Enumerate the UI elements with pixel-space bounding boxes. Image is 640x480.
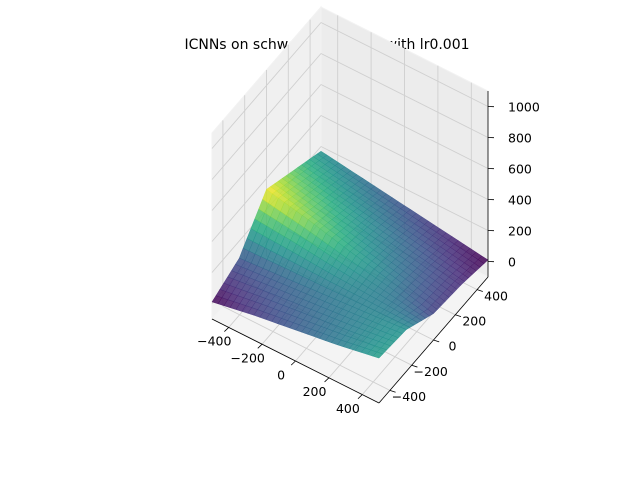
x-tick-label-mark bbox=[224, 327, 229, 332]
x-tick-label: 0 bbox=[277, 367, 285, 382]
grid-line-z bbox=[211, 53, 322, 180]
x-tick-label-mark bbox=[290, 360, 296, 366]
y-tick-label-mark bbox=[433, 339, 440, 343]
x-tick-label: −400 bbox=[197, 334, 231, 349]
grid-line-z bbox=[211, 22, 322, 149]
y-tick-label: 0 bbox=[449, 339, 457, 354]
grid-line-z bbox=[211, 115, 322, 242]
grid-line-z bbox=[320, 84, 489, 169]
y-tick-label-mark bbox=[455, 314, 462, 318]
y-tick-label: −400 bbox=[392, 389, 426, 404]
z-tick-label: 600 bbox=[508, 162, 532, 177]
z-tick-label: 400 bbox=[508, 193, 532, 208]
tick-labels: −400−2000200400−400−20002004000200400600… bbox=[197, 100, 540, 416]
y-tick-label-mark bbox=[476, 289, 483, 292]
y-tick-label-mark bbox=[411, 364, 418, 368]
y-tick-label: 200 bbox=[462, 314, 486, 329]
grid-line-z bbox=[320, 146, 489, 231]
x-tick-label-mark bbox=[357, 394, 363, 400]
x-tick-label-mark bbox=[324, 377, 330, 383]
surface-plot bbox=[211, 150, 489, 359]
z-tick-label: 800 bbox=[508, 131, 532, 146]
grid-line-z bbox=[211, 84, 322, 211]
axis-lines bbox=[211, 91, 495, 404]
y-tick-label: 400 bbox=[484, 288, 508, 303]
grid-line-z bbox=[320, 22, 489, 107]
y-tick-label-mark bbox=[389, 390, 396, 393]
z-tick-label: 0 bbox=[508, 255, 516, 270]
y-tick-label: −200 bbox=[414, 364, 448, 379]
grid-line-z bbox=[320, 53, 489, 138]
z-tick-label: 1000 bbox=[508, 100, 540, 115]
x-tick-label: 200 bbox=[303, 384, 327, 399]
x-tick-label: −200 bbox=[231, 351, 265, 366]
x-tick-label: 400 bbox=[336, 401, 360, 416]
grid-line-z bbox=[320, 115, 489, 200]
x-tick-label-mark bbox=[257, 343, 263, 349]
grid-line-y bbox=[222, 305, 391, 391]
z-tick-label: 200 bbox=[508, 224, 532, 239]
